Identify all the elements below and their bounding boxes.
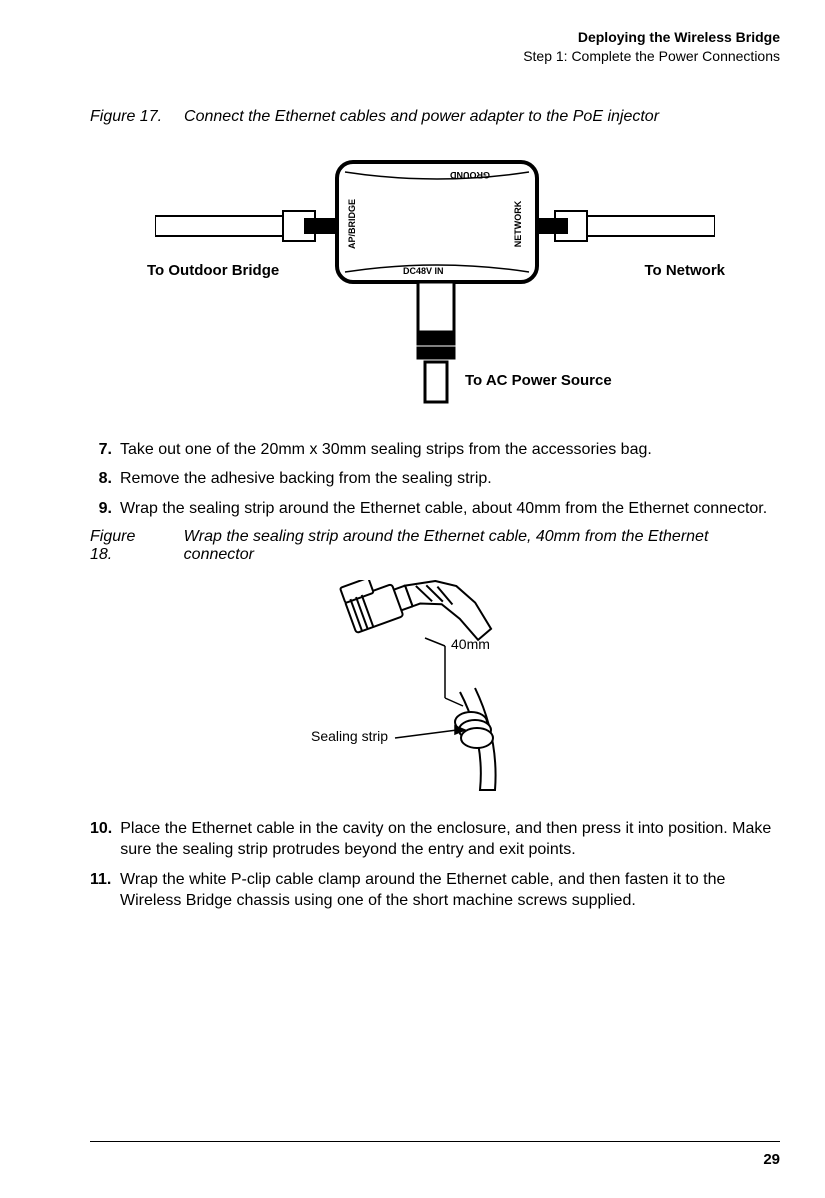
page-number: 29 (763, 1151, 780, 1168)
label-ap-bridge: AP/BRIDGE (347, 199, 357, 249)
step-11: 11.Wrap the white P-clip cable clamp aro… (90, 869, 780, 912)
label-dc48v: DC48V IN (403, 266, 444, 276)
label-to-ac-power: To AC Power Source (465, 372, 612, 389)
figure-17-diagram: AP/BRIDGE NETWORK GROUND DC48V IN To Out… (155, 144, 715, 409)
footer-rule (90, 1141, 780, 1142)
figure-18-number: Figure 18. (90, 528, 162, 564)
steps-list-b: 10.Place the Ethernet cable in the cavit… (90, 818, 780, 912)
label-ground: GROUND (450, 170, 490, 180)
step-10: 10.Place the Ethernet cable in the cavit… (90, 818, 780, 861)
figure-18-diagram: 40mm Sealing strip (285, 580, 585, 800)
label-40mm: 40mm (451, 636, 490, 652)
label-network: NETWORK (513, 200, 523, 247)
label-to-network: To Network (644, 262, 725, 279)
label-to-outdoor-bridge: To Outdoor Bridge (147, 262, 279, 279)
label-sealing-strip: Sealing strip (311, 728, 388, 744)
figure-17-caption: Figure 17. Connect the Ethernet cables a… (90, 108, 780, 126)
steps-list-a: 7.Take out one of the 20mm x 30mm sealin… (90, 439, 780, 520)
header-subtitle: Step 1: Complete the Power Connections (90, 47, 780, 66)
figure-17-text: Connect the Ethernet cables and power ad… (184, 108, 659, 126)
figure-18-caption: Figure 18. Wrap the sealing strip around… (90, 528, 780, 564)
figure-18-text: Wrap the sealing strip around the Ethern… (184, 528, 780, 564)
step-9: 9.Wrap the sealing strip around the Ethe… (90, 498, 780, 520)
page-header: Deploying the Wireless Bridge Step 1: Co… (90, 28, 780, 66)
header-title: Deploying the Wireless Bridge (90, 28, 780, 47)
step-8: 8.Remove the adhesive backing from the s… (90, 468, 780, 490)
step-7: 7.Take out one of the 20mm x 30mm sealin… (90, 439, 780, 461)
figure-17-number: Figure 17. (90, 108, 162, 126)
